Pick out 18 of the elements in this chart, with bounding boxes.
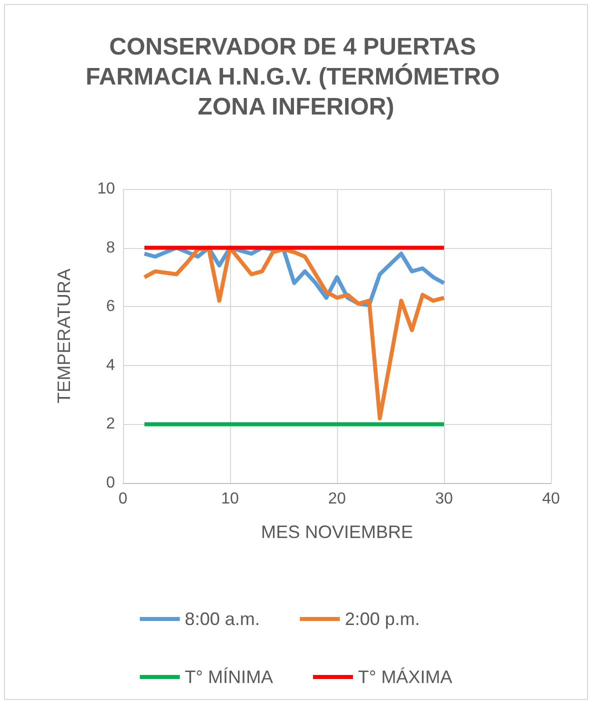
- x-tick-label: 20: [328, 490, 346, 508]
- y-tick-label: 6: [106, 298, 116, 316]
- y-axis-title: TEMPERATURA: [54, 268, 74, 404]
- legend-label: 2:00 p.m.: [344, 609, 420, 629]
- legend-label: T° MÍNIMA: [184, 667, 274, 687]
- x-axis-title: MES NOVIEMBRE: [260, 522, 414, 542]
- y-tick-label: 10: [97, 180, 116, 198]
- chart-title: CONSERVADOR DE 4 PUERTAS FARMACIA H.N.G.V. (TERMÓMETRO ZONA INFERIOR): [86, 34, 506, 120]
- y-tick-label: 0: [106, 474, 116, 492]
- x-tick-label: 0: [118, 490, 128, 508]
- y-tick-label: 2: [106, 416, 116, 433]
- y-tick-label: 4: [106, 356, 116, 374]
- legend-label: 8:00 a.m.: [184, 609, 260, 629]
- y-tick-label: 8: [106, 239, 116, 256]
- legend-label: T° MÁXIMA: [358, 667, 452, 687]
- x-tick-label: 10: [221, 490, 239, 508]
- x-tick-label: 40: [542, 490, 560, 508]
- x-tick-label: 30: [435, 490, 453, 508]
